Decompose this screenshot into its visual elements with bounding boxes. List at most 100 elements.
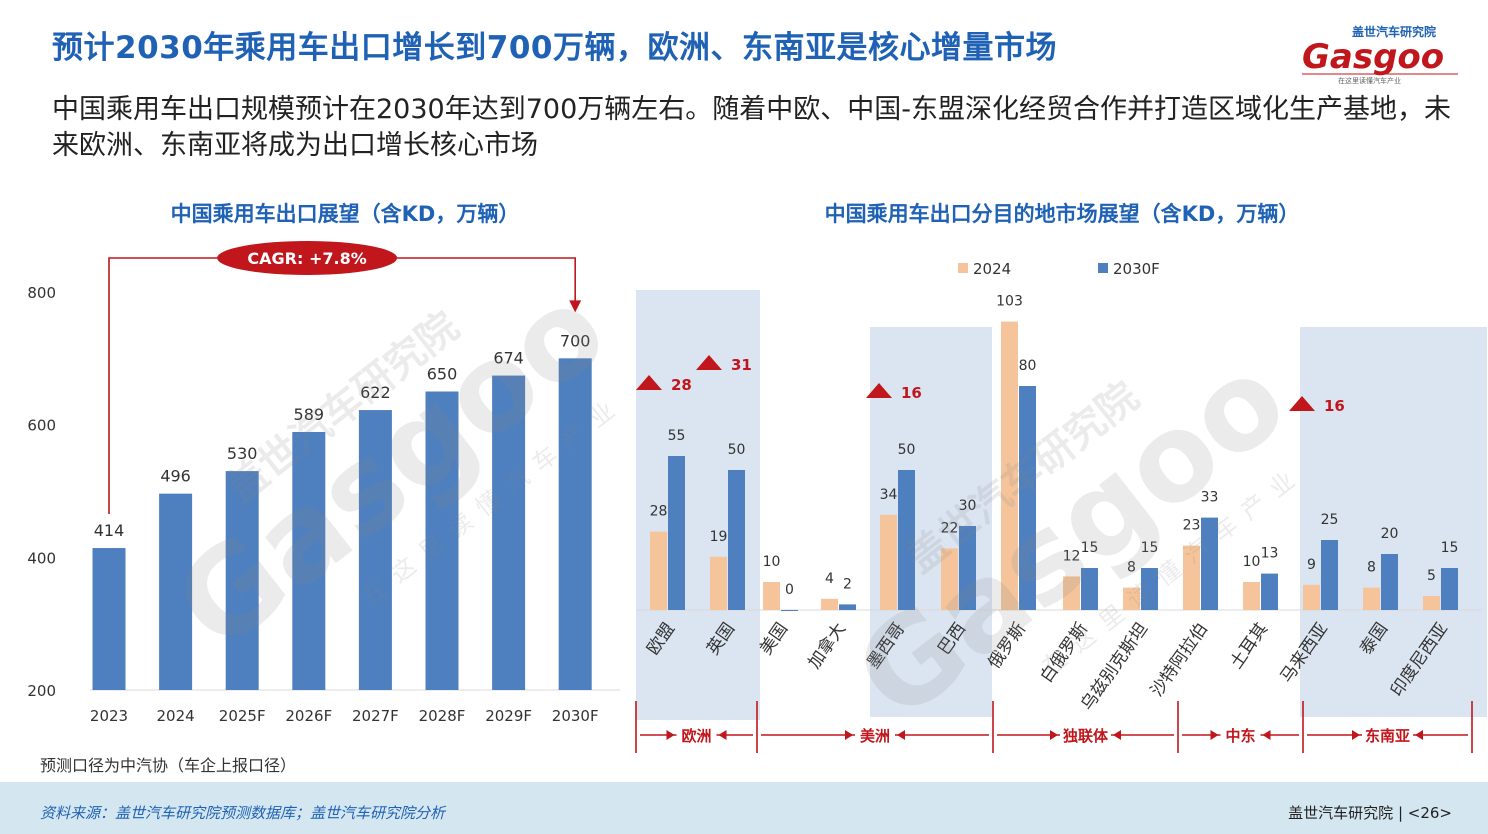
region-label-中东: 中东	[1225, 727, 1255, 745]
bar-2024-俄罗斯	[1001, 321, 1018, 610]
bar-2024-墨西哥	[880, 514, 897, 610]
page-number: <26>	[1407, 804, 1452, 822]
legend-label-2024: 2024	[973, 260, 1011, 278]
bar-2030f-俄罗斯	[1019, 386, 1036, 610]
legend-swatch-2024	[958, 263, 968, 273]
chart1-value-2025F: 530	[227, 444, 258, 463]
chart1-xtick-2030F: 2030F	[552, 707, 599, 725]
chart1-value-2027F: 622	[360, 383, 391, 402]
value-2024-英国: 19	[710, 529, 728, 545]
chart1-value-2024: 496	[160, 467, 191, 486]
value-2024-马来西亚: 9	[1307, 557, 1316, 573]
value-2030f-泰国: 20	[1381, 526, 1399, 542]
bar-2030f-欧盟	[668, 456, 685, 610]
bar-2024-土耳其	[1243, 582, 1260, 610]
increment-triangle-马来西亚	[1289, 396, 1315, 411]
page-subtitle: 中国乘用车出口规模预计在2030年达到700万辆左右。随着中欧、中国-东盟深化经…	[52, 94, 1451, 161]
value-2024-俄罗斯: 103	[996, 294, 1023, 310]
bar-2030f-墨西哥	[898, 470, 915, 610]
chart1-xtick-2026F: 2026F	[285, 707, 332, 725]
chart1-ytick-0: 200	[27, 682, 56, 700]
region-arrow-left-东南亚	[1415, 730, 1423, 740]
increment-value-英国: 31	[731, 356, 752, 374]
chart1-xtick-2024: 2024	[157, 707, 195, 725]
export-outlook-chart: 中国乘用车出口展望（含KD，万辆） 200 400 600 800 414 2023 49…	[27, 202, 620, 725]
bar-2030f-白俄罗斯	[1081, 568, 1098, 610]
chart1-bar-2027F	[358, 410, 392, 690]
legend-swatch-2030F	[1098, 263, 1108, 273]
value-2024-沙特阿拉伯: 23	[1183, 518, 1201, 534]
value-2024-泰国: 8	[1367, 560, 1376, 576]
region-arrow-right-中东	[1210, 730, 1219, 740]
region-arrow-right-独联体	[1050, 730, 1058, 740]
footer-brand: 盖世汽车研究院	[1288, 804, 1394, 822]
cagr-arrowhead	[569, 300, 582, 313]
value-2030f-俄罗斯: 80	[1019, 358, 1037, 374]
value-2030f-美国: 0	[785, 582, 794, 598]
value-2030f-英国: 50	[728, 442, 746, 458]
chart1-xtick-2028F: 2028F	[419, 707, 466, 725]
bar-2024-加拿大	[821, 598, 838, 610]
chart1-bar-2026F	[292, 431, 326, 690]
chart1-xtick-2027F: 2027F	[352, 707, 399, 725]
value-2024-印度尼西亚: 5	[1427, 568, 1436, 584]
chart1-value-2026F: 589	[294, 405, 325, 424]
footer-source: 资料来源：盖世汽车研究院预测数据库；盖世汽车研究院分析	[40, 804, 446, 822]
category-label-土耳其: 土耳其	[1226, 619, 1272, 672]
bar-2024-沙特阿拉伯	[1183, 545, 1200, 610]
legend-label-2030F: 2030F	[1113, 260, 1160, 278]
bar-2030f-马来西亚	[1321, 540, 1338, 610]
chart1-value-2023: 414	[94, 521, 125, 540]
bar-2024-泰国	[1363, 587, 1380, 610]
chart1-bar-2028F	[425, 391, 459, 690]
region-arrow-right-美洲	[845, 730, 853, 740]
category-label-沙特阿拉伯: 沙特阿拉伯	[1147, 619, 1212, 700]
logo-top-text: 盖世汽车研究院	[1352, 24, 1436, 39]
bar-2030f-加拿大	[839, 604, 856, 610]
destination-outlook-chart: 中国乘用车出口分目的地市场展望（含KD，万辆） 2024 2030F 2855欧盟…	[635, 202, 1487, 753]
value-2030f-加拿大: 2	[843, 576, 852, 592]
logo-tagline: 在这里读懂汽车产业	[1338, 76, 1401, 84]
page-title: 预计2030年乘用车出口增长到700万辆，欧洲、东南亚是核心增量市场	[52, 30, 1057, 66]
region-label-独联体: 独联体	[1063, 727, 1109, 745]
increment-triangle-英国	[696, 355, 722, 370]
chart2-title: 中国乘用车出口分目的地市场展望（含KD，万辆）	[825, 202, 1300, 226]
chart1-xtick-2025F: 2025F	[219, 707, 266, 725]
region-arrow-left-美洲	[897, 730, 905, 740]
value-2024-白俄罗斯: 12	[1063, 548, 1081, 564]
bar-2030f-泰国	[1381, 554, 1398, 610]
bar-2030f-巴西	[959, 526, 976, 610]
bar-2024-欧盟	[650, 531, 667, 610]
value-2030f-乌兹别克斯坦: 15	[1141, 540, 1159, 556]
chart1-title: 中国乘用车出口展望（含KD，万辆）	[171, 202, 520, 226]
increment-triangle-欧盟	[636, 375, 662, 390]
value-2030f-欧盟: 55	[668, 428, 686, 444]
region-label-美洲: 美洲	[860, 727, 890, 745]
value-2024-加拿大: 4	[825, 571, 834, 587]
chart1-value-2029F: 674	[493, 349, 524, 368]
chart1-value-2028F: 650	[427, 365, 458, 384]
bar-2024-白俄罗斯	[1063, 576, 1080, 610]
region-arrow-left-独联体	[1113, 730, 1121, 740]
increment-value-马来西亚: 16	[1324, 397, 1345, 415]
chart1-bar-2024	[159, 493, 193, 690]
value-2030f-墨西哥: 50	[898, 442, 916, 458]
value-2024-乌兹别克斯坦: 8	[1127, 560, 1136, 576]
increment-value-墨西哥: 16	[901, 384, 922, 402]
chart1-xtick-2023: 2023	[90, 707, 128, 725]
value-2024-巴西: 22	[941, 520, 959, 536]
chart1-xtick-2029F: 2029F	[485, 707, 532, 725]
forecast-note: 预测口径为中汽协（车企上报口径）	[40, 756, 297, 775]
bar-2024-印度尼西亚	[1423, 596, 1440, 610]
chart1-bar-2029F	[492, 375, 526, 690]
bar-2030f-印度尼西亚	[1441, 568, 1458, 610]
increment-triangle-墨西哥	[866, 383, 892, 398]
logo-name: Gasgoo	[1302, 37, 1444, 77]
bar-2030f-美国	[781, 610, 798, 611]
value-2030f-马来西亚: 25	[1321, 512, 1339, 528]
increment-value-欧盟: 28	[671, 376, 692, 394]
bar-2024-马来西亚	[1303, 584, 1320, 610]
footer-bar: 资料来源：盖世汽车研究院预测数据库；盖世汽车研究院分析 盖世汽车研究院 | <2…	[0, 782, 1488, 834]
category-label-美国: 美国	[756, 619, 792, 658]
footer-brand-page: 盖世汽车研究院 | <26>	[1288, 804, 1452, 822]
